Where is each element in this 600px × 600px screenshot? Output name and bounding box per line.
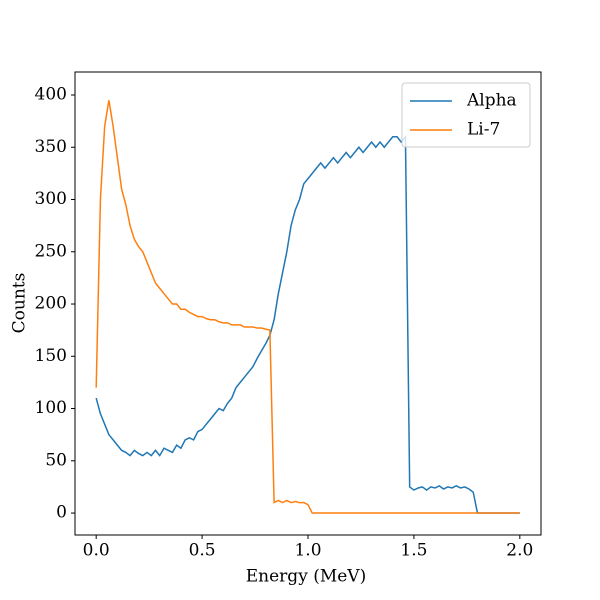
y-tick-label: 150 [35, 346, 67, 366]
data-line [95, 100, 520, 514]
x-tick-label: 0.5 [189, 541, 216, 561]
x-tick-label: 1.0 [294, 541, 321, 561]
x-tick-label: 2.0 [506, 541, 533, 561]
y-tick-label: 200 [35, 294, 67, 314]
plot-frame [74, 71, 542, 536]
x-axis-label: Energy (MeV) [246, 567, 366, 587]
y-tick-label: 300 [35, 189, 67, 209]
data-line [95, 134, 520, 514]
y-tick-label: 400 [35, 84, 67, 104]
y-tick-label: 350 [35, 137, 67, 157]
y-tick-label: 100 [35, 398, 67, 418]
y-tick-label: 250 [35, 241, 67, 261]
y-tick-label: 50 [45, 450, 67, 470]
y-tick-label: 0 [56, 503, 67, 523]
legend-label: Li-7 [467, 120, 500, 140]
x-tick-label: 0.0 [83, 541, 110, 561]
y-axis-label: Counts [10, 273, 30, 334]
x-tick-label: 1.5 [400, 541, 427, 561]
legend-box [401, 82, 531, 148]
legend-label: Alpha [466, 91, 517, 111]
